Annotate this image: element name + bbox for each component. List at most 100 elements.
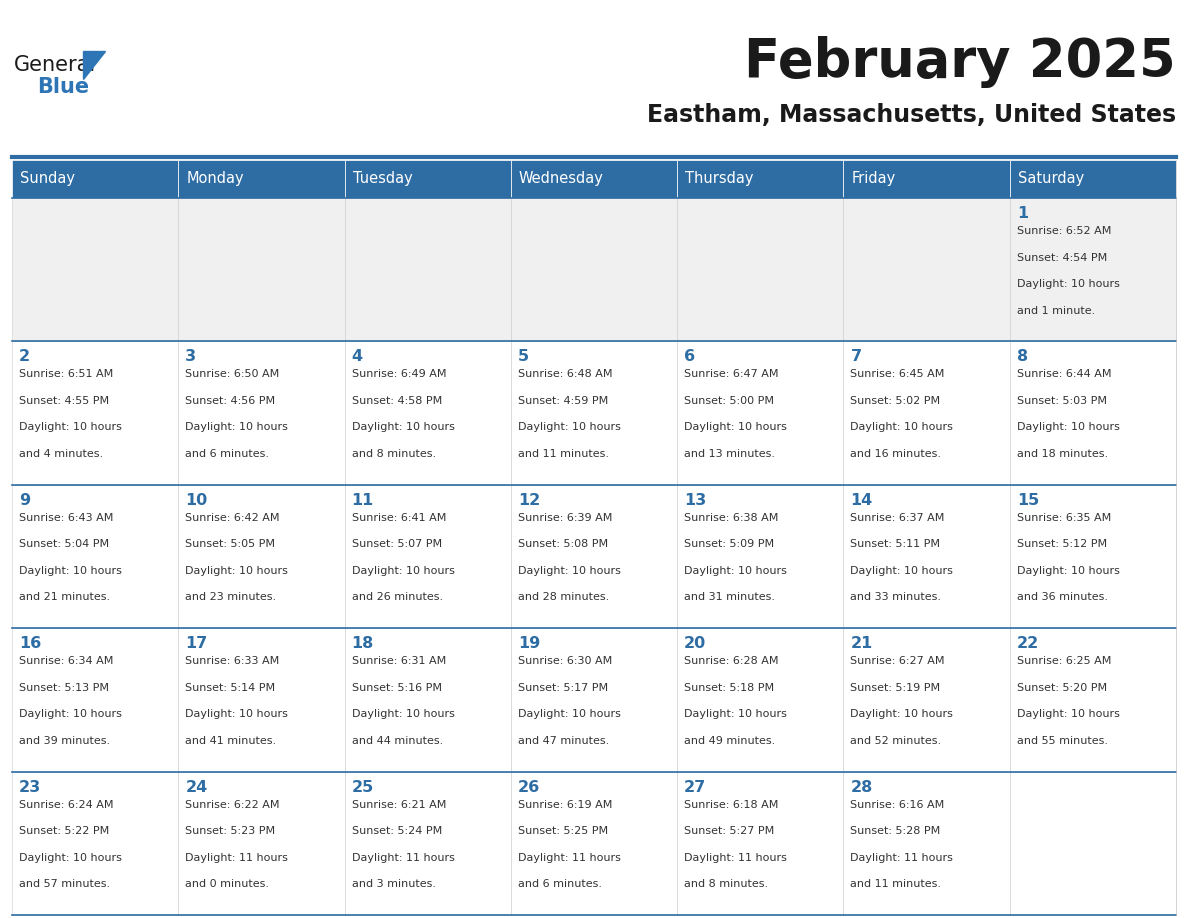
Text: Sunset: 5:13 PM: Sunset: 5:13 PM [19,683,109,693]
Text: Sunset: 5:14 PM: Sunset: 5:14 PM [185,683,276,693]
Text: Sunrise: 6:28 AM: Sunrise: 6:28 AM [684,656,778,666]
Text: 7: 7 [851,350,861,364]
Bar [511,628,677,772]
Text: Sunset: 5:05 PM: Sunset: 5:05 PM [185,540,276,549]
Text: Daylight: 10 hours: Daylight: 10 hours [19,853,122,863]
Bar [677,772,843,915]
Text: Eastham, Massachusetts, United States: Eastham, Massachusetts, United States [647,103,1176,127]
Text: Daylight: 10 hours: Daylight: 10 hours [185,422,289,432]
Bar [12,772,178,915]
Text: Sunset: 5:22 PM: Sunset: 5:22 PM [19,826,109,836]
Text: Daylight: 10 hours: Daylight: 10 hours [352,565,455,576]
Text: Sunrise: 6:16 AM: Sunrise: 6:16 AM [851,800,944,810]
Bar [511,198,677,341]
Text: 6: 6 [684,350,695,364]
Text: Daylight: 10 hours: Daylight: 10 hours [1017,422,1119,432]
Text: Daylight: 10 hours: Daylight: 10 hours [19,422,122,432]
Bar [1010,160,1176,198]
Text: Daylight: 10 hours: Daylight: 10 hours [684,565,786,576]
Bar [12,485,178,628]
Bar [178,772,345,915]
Text: Sunrise: 6:38 AM: Sunrise: 6:38 AM [684,513,778,522]
Text: Sunset: 5:02 PM: Sunset: 5:02 PM [851,396,941,406]
Text: Sunrise: 6:48 AM: Sunrise: 6:48 AM [518,369,612,379]
Text: Sunset: 5:20 PM: Sunset: 5:20 PM [1017,683,1107,693]
Bar [12,628,178,772]
Text: Sunrise: 6:27 AM: Sunrise: 6:27 AM [851,656,944,666]
Bar [677,485,843,628]
Text: Daylight: 11 hours: Daylight: 11 hours [851,853,953,863]
Text: and 33 minutes.: and 33 minutes. [851,592,941,602]
Bar [511,341,677,485]
Text: Sunrise: 6:49 AM: Sunrise: 6:49 AM [352,369,446,379]
Text: Sunrise: 6:37 AM: Sunrise: 6:37 AM [851,513,944,522]
Text: Sunset: 5:03 PM: Sunset: 5:03 PM [1017,396,1107,406]
Bar [1010,772,1176,915]
Text: Sunset: 5:24 PM: Sunset: 5:24 PM [352,826,442,836]
Text: 4: 4 [352,350,362,364]
Bar [345,485,511,628]
Text: Sunrise: 6:21 AM: Sunrise: 6:21 AM [352,800,446,810]
Text: and 57 minutes.: and 57 minutes. [19,879,110,890]
Text: Sunrise: 6:30 AM: Sunrise: 6:30 AM [518,656,612,666]
Bar [1010,485,1176,628]
Text: Daylight: 10 hours: Daylight: 10 hours [851,422,953,432]
Bar [1010,198,1176,341]
Text: Blue: Blue [37,77,89,97]
Text: Daylight: 10 hours: Daylight: 10 hours [352,422,455,432]
Bar [345,160,511,198]
Text: and 1 minute.: and 1 minute. [1017,306,1095,316]
Text: and 21 minutes.: and 21 minutes. [19,592,110,602]
Bar [843,772,1010,915]
Text: 1: 1 [1017,206,1028,221]
Text: and 8 minutes.: and 8 minutes. [352,449,436,459]
Text: Sunrise: 6:34 AM: Sunrise: 6:34 AM [19,656,113,666]
Bar [178,198,345,341]
Text: and 36 minutes.: and 36 minutes. [1017,592,1107,602]
Bar [511,772,677,915]
Text: Daylight: 11 hours: Daylight: 11 hours [518,853,621,863]
Bar [511,160,677,198]
Text: General: General [14,55,96,75]
Text: Saturday: Saturday [1018,172,1083,186]
Text: and 49 minutes.: and 49 minutes. [684,736,776,745]
Text: Sunrise: 6:45 AM: Sunrise: 6:45 AM [851,369,944,379]
Text: Daylight: 10 hours: Daylight: 10 hours [1017,279,1119,289]
Text: Sunset: 5:27 PM: Sunset: 5:27 PM [684,826,775,836]
Text: Daylight: 10 hours: Daylight: 10 hours [1017,565,1119,576]
Text: and 3 minutes.: and 3 minutes. [352,879,436,890]
Text: Sunrise: 6:24 AM: Sunrise: 6:24 AM [19,800,114,810]
Text: and 55 minutes.: and 55 minutes. [1017,736,1107,745]
Text: Daylight: 10 hours: Daylight: 10 hours [185,710,289,720]
Text: Sunrise: 6:41 AM: Sunrise: 6:41 AM [352,513,446,522]
Text: Daylight: 10 hours: Daylight: 10 hours [518,710,621,720]
Text: Sunset: 5:18 PM: Sunset: 5:18 PM [684,683,775,693]
Text: Sunrise: 6:18 AM: Sunrise: 6:18 AM [684,800,778,810]
Bar [345,341,511,485]
Text: Sunset: 4:56 PM: Sunset: 4:56 PM [185,396,276,406]
Bar [511,485,677,628]
Text: Sunset: 5:17 PM: Sunset: 5:17 PM [518,683,608,693]
Bar [677,160,843,198]
Text: Sunrise: 6:33 AM: Sunrise: 6:33 AM [185,656,279,666]
Text: Sunset: 5:09 PM: Sunset: 5:09 PM [684,540,775,549]
Text: 26: 26 [518,779,541,795]
Text: Sunrise: 6:25 AM: Sunrise: 6:25 AM [1017,656,1111,666]
Text: and 26 minutes.: and 26 minutes. [352,592,443,602]
Text: Sunset: 5:04 PM: Sunset: 5:04 PM [19,540,109,549]
Bar [178,160,345,198]
Bar [12,198,178,341]
Text: Sunset: 5:11 PM: Sunset: 5:11 PM [851,540,941,549]
Bar [843,628,1010,772]
Text: and 41 minutes.: and 41 minutes. [185,736,277,745]
Text: Daylight: 10 hours: Daylight: 10 hours [684,710,786,720]
Text: Friday: Friday [852,172,896,186]
Text: 17: 17 [185,636,208,651]
Text: Sunset: 5:16 PM: Sunset: 5:16 PM [352,683,442,693]
Text: Sunset: 5:12 PM: Sunset: 5:12 PM [1017,540,1107,549]
Text: 28: 28 [851,779,873,795]
Text: 24: 24 [185,779,208,795]
Text: Sunrise: 6:50 AM: Sunrise: 6:50 AM [185,369,279,379]
Text: Daylight: 11 hours: Daylight: 11 hours [185,853,289,863]
Text: and 16 minutes.: and 16 minutes. [851,449,941,459]
